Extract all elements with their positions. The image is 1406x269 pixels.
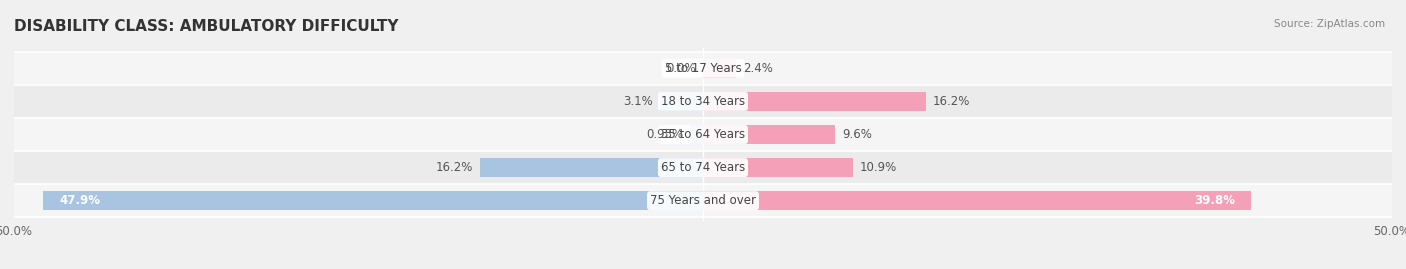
Text: 39.8%: 39.8% (1194, 194, 1234, 207)
Text: 3.1%: 3.1% (624, 95, 654, 108)
Bar (14, 118, 1392, 151)
Bar (14, 85, 1392, 118)
Bar (14, 52, 1392, 85)
Text: DISABILITY CLASS: AMBULATORY DIFFICULTY: DISABILITY CLASS: AMBULATORY DIFFICULTY (14, 19, 398, 34)
Bar (690, 125, 703, 144)
Bar (703, 59, 737, 78)
Bar (703, 125, 835, 144)
Text: 65 to 74 Years: 65 to 74 Years (661, 161, 745, 174)
Bar (14, 184, 1392, 217)
Bar (703, 158, 853, 177)
Text: 2.4%: 2.4% (742, 62, 773, 75)
Bar (479, 158, 703, 177)
Bar (44, 191, 703, 210)
Bar (703, 191, 1251, 210)
Text: 47.9%: 47.9% (59, 194, 101, 207)
Text: 0.93%: 0.93% (647, 128, 683, 141)
Text: 5 to 17 Years: 5 to 17 Years (665, 62, 741, 75)
Bar (14, 151, 1392, 184)
Bar (703, 92, 927, 111)
Text: 16.2%: 16.2% (436, 161, 472, 174)
Text: 18 to 34 Years: 18 to 34 Years (661, 95, 745, 108)
Text: 0.0%: 0.0% (666, 62, 696, 75)
Text: 75 Years and over: 75 Years and over (650, 194, 756, 207)
Text: Source: ZipAtlas.com: Source: ZipAtlas.com (1274, 19, 1385, 29)
Text: 10.9%: 10.9% (860, 161, 897, 174)
Text: 16.2%: 16.2% (934, 95, 970, 108)
Bar (661, 92, 703, 111)
Text: 35 to 64 Years: 35 to 64 Years (661, 128, 745, 141)
Text: 9.6%: 9.6% (842, 128, 872, 141)
